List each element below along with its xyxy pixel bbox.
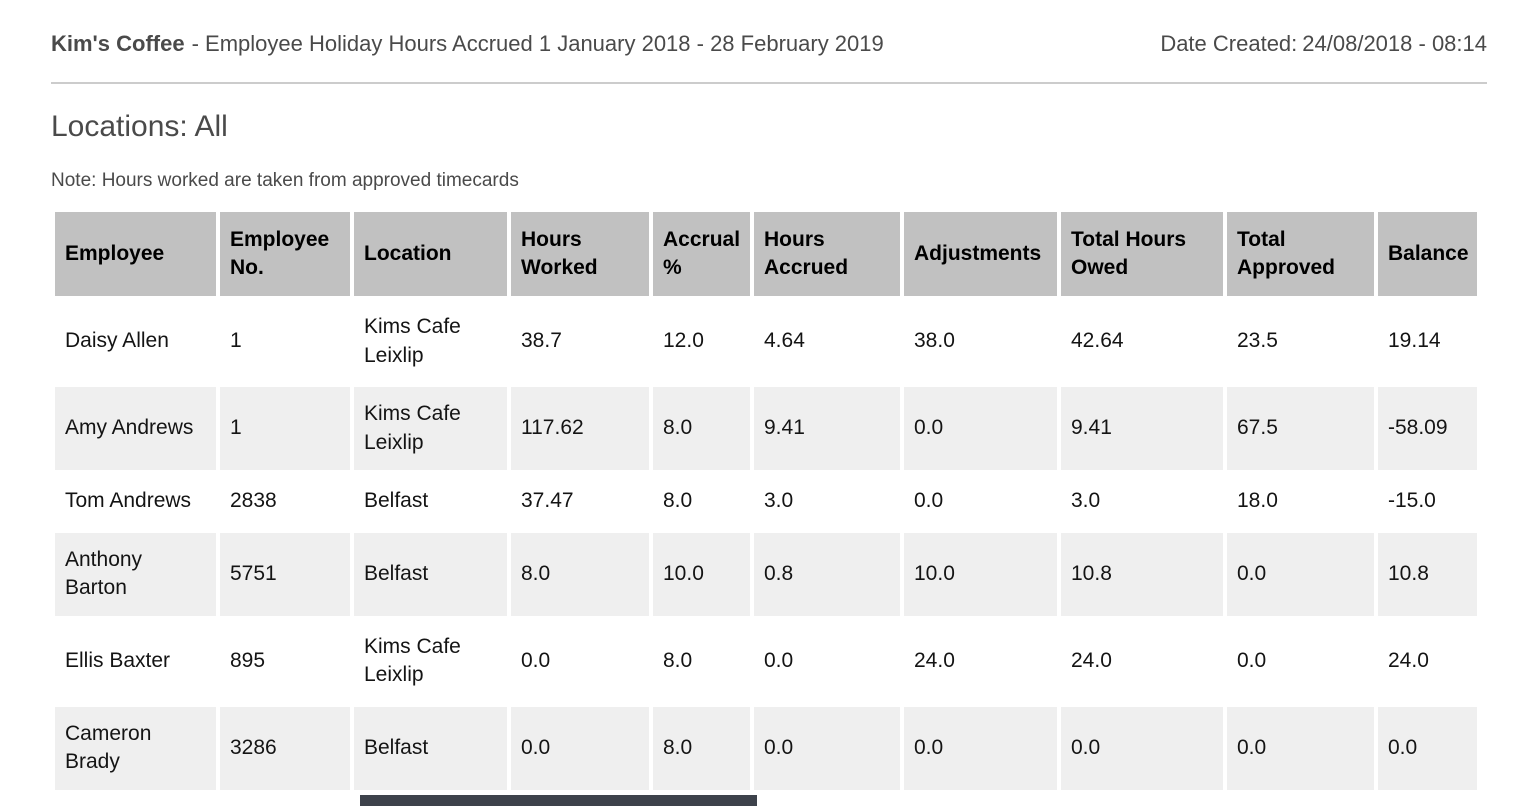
table-cell: 0.0 (904, 706, 1057, 790)
table-cell: Tom Andrews (65, 489, 192, 512)
table-cell: 0.0 (1227, 532, 1374, 616)
table-cell: 24.0 (1071, 648, 1112, 672)
horizontal-scrollbar-thumb[interactable] (360, 795, 757, 806)
table-cell: -15.0 (1388, 489, 1436, 512)
table-cell: 23.5 (1237, 329, 1278, 353)
table-row: Ellis Baxter 895 Kims Cafe Leixlip 0.0 8.0 0.… (55, 620, 1477, 703)
table-cell: 0.0 (914, 489, 944, 512)
table-cell: 10.0 (904, 532, 1057, 616)
table-body: Daisy Allen 1 Kims Cafe Leixlip 38.7 12.0 4.6… (55, 300, 1477, 790)
table-cell: Amy Andrews (55, 387, 216, 470)
table-cell: Kims Cafe Leixlip (364, 315, 461, 367)
table-cell: 1 (230, 329, 242, 353)
table-cell: 5751 (220, 532, 350, 616)
column-header-hours-worked: Hours Worked (511, 212, 649, 296)
table-header-row: Employee Employee No. Location Hours Worked… (55, 212, 1477, 296)
table-cell: Belfast (354, 532, 507, 616)
table-cell: 3286 (220, 706, 350, 790)
table-cell: 42.64 (1071, 329, 1124, 353)
table-cell: 12.0 (663, 329, 704, 353)
table-cell: 19.14 (1388, 329, 1441, 353)
table-row: Cameron Brady 3286 Belfast 0.0 8.0 0.0 0.0 0.0 0… (55, 706, 1477, 790)
table-cell: 0.0 (511, 706, 649, 790)
column-header-hours-accrued: Hours Accrued (754, 212, 900, 296)
table-cell: 895 (230, 648, 266, 672)
table-cell: 8.0 (663, 648, 693, 672)
table-cell: 0.0 (764, 648, 794, 672)
table-cell: 38.7 (521, 329, 562, 353)
column-header-employee-no: Employee No. (220, 212, 350, 296)
table-cell: 0.0 (1061, 706, 1223, 790)
table-cell: 0.0 (1237, 648, 1267, 672)
date-created-value: 24/08/2018 - 08:14 (1302, 31, 1487, 56)
table-cell: 10.8 (1061, 532, 1223, 616)
table-cell: 0.0 (521, 648, 551, 672)
table-cell: 18.0 (1237, 489, 1278, 512)
table-cell: -58.09 (1378, 387, 1477, 470)
table-cell: Anthony Barton (55, 532, 216, 616)
table-cell: 10.0 (653, 532, 750, 616)
table-cell: 4.64 (764, 329, 805, 353)
table-row: Amy Andrews 1 Kims Cafe Leixlip 117.62 8.0 9.… (55, 387, 1477, 470)
report-title: Kim's Coffee - Employee Holiday Hours Acc… (51, 31, 884, 57)
table-cell: Kims Cafe Leixlip (354, 387, 507, 470)
table-cell: Belfast (354, 706, 507, 790)
table-cell: 9.41 (1061, 387, 1223, 470)
column-header-adjustments: Adjustments (904, 212, 1057, 296)
table-cell: 24.0 (1388, 648, 1429, 672)
report-title-text: - Employee Holiday Hours Accrued 1 Janua… (191, 31, 884, 56)
column-header-location: Location (354, 212, 507, 296)
table-cell: 37.47 (521, 489, 574, 512)
table-cell: Belfast (364, 489, 429, 512)
table-cell: 0.0 (1378, 706, 1477, 790)
date-created-label: Date Created: (1160, 31, 1298, 56)
date-created: Date Created: 24/08/2018 - 08:14 (1160, 31, 1487, 57)
report-header: Kim's Coffee - Employee Holiday Hours Acc… (51, 0, 1487, 84)
locations-heading: Locations: All (51, 110, 228, 143)
table-cell: 0.8 (754, 532, 900, 616)
table-cell: Kims Cafe Leixlip (364, 634, 461, 687)
table-row: Daisy Allen 1 Kims Cafe Leixlip 38.7 12.0 4.6… (55, 300, 1477, 383)
table-cell: 8.0 (653, 387, 750, 470)
table-cell: 8.0 (653, 706, 750, 790)
table-cell: 67.5 (1227, 387, 1374, 470)
table-cell: 24.0 (914, 648, 955, 672)
table-cell: 8.0 (663, 489, 693, 512)
table-cell: 9.41 (754, 387, 900, 470)
company-name: Kim's Coffee (51, 31, 185, 56)
holiday-hours-table: Employee Employee No. Location Hours Worked… (51, 208, 1481, 794)
column-header-total-hours-owed: Total Hours Owed (1061, 212, 1223, 296)
table-cell: 8.0 (511, 532, 649, 616)
table-cell: 10.8 (1378, 532, 1477, 616)
table-cell: 3.0 (1071, 489, 1101, 512)
table-cell: Ellis Baxter (65, 648, 171, 672)
column-header-balance: Balance (1378, 212, 1477, 296)
table-cell: 0.0 (1227, 706, 1374, 790)
table-cell: 3.0 (764, 489, 794, 512)
note-text: Note: Hours worked are taken from approv… (51, 170, 519, 191)
table-cell: 0.0 (904, 387, 1057, 470)
column-header-employee: Employee (55, 212, 216, 296)
column-header-accrual: Accrual % (653, 212, 750, 296)
table-cell: 38.0 (914, 329, 955, 353)
table-cell: 1 (220, 387, 350, 470)
table-cell: 0.0 (754, 706, 900, 790)
table-row: Anthony Barton 5751 Belfast 8.0 10.0 0.8 10.0 1… (55, 532, 1477, 616)
table-cell: Cameron Brady (55, 706, 216, 790)
table-cell: Daisy Allen (65, 329, 169, 353)
column-header-total-approved: Total Approved (1227, 212, 1374, 296)
table-cell: 117.62 (511, 387, 649, 470)
table-cell: 2838 (230, 489, 277, 512)
table-row: Tom Andrews 2838 Belfast 37.47 8.0 3.0 0.0 3.0 1… (55, 474, 1477, 529)
